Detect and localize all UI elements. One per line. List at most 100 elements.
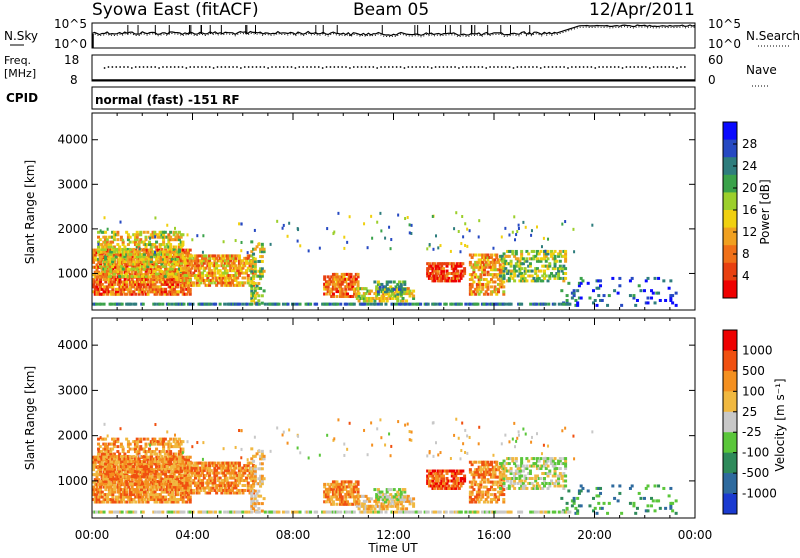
power-cell [219,303,222,306]
power-cell [154,251,156,254]
power-colorbar-swatch [723,140,737,158]
power-cell [393,280,396,283]
velocity-cell [157,472,160,475]
freq-dot [205,66,207,68]
power-cell [659,299,662,302]
freq-dot [178,66,180,68]
power-cell [130,275,133,278]
power-cell [613,289,616,292]
power-cell [241,303,244,306]
freq-dot [649,67,651,69]
power-cell [191,238,193,241]
velocity-cell [261,467,264,470]
power-cell [544,250,546,253]
power-cell [250,303,253,306]
power-colorbar-tick-label: 8 [742,247,750,261]
power-cell [588,297,591,300]
power-cell [469,229,471,232]
freq-dot [298,66,300,68]
power-cell [112,246,114,249]
freq-dot [337,66,339,68]
power-cell [539,250,542,253]
power-cell [412,303,415,306]
freq-dot [209,66,211,68]
freq-dot [478,66,480,68]
power-cell [296,303,299,306]
power-cell [141,275,144,278]
velocity-cell [143,438,146,441]
power-cell [652,292,655,295]
power-cell [110,303,113,306]
power-cell [657,277,660,280]
power-cell [407,216,409,219]
velocity-cell [323,483,326,486]
freq-dot [664,66,666,68]
noise-spikes [93,25,530,48]
power-cell [370,215,372,218]
freq-dot [291,66,293,68]
power-cell [504,303,507,306]
velocity-cell [254,465,257,468]
freq-dot [182,66,184,68]
power-cell [130,303,133,306]
power-cell [440,244,442,247]
velocity-cell [118,482,121,485]
power-colorbar-tick-label: 20 [742,181,757,195]
velocity-cell [341,495,344,498]
power-cell [554,255,557,258]
power-cell [504,227,506,230]
power-cell [478,235,480,238]
power-cell [560,289,563,292]
velocity-cell [350,480,353,483]
power-cell [95,303,98,306]
power-cell [675,304,678,307]
freq-dot [248,66,250,68]
velocity-cell [109,482,112,485]
freq-dot [489,66,491,68]
power-cell [148,270,151,273]
power-cell [326,227,328,230]
freq-dot [415,66,417,68]
power-cell [166,258,169,261]
power-cell [263,248,266,251]
power-cell [547,238,549,241]
freq-dot [244,66,246,68]
power-cell [463,267,466,270]
freq-dot [139,66,141,68]
power-cell [336,303,339,306]
power-ytick-label: 2000 [57,222,88,236]
power-cell [469,261,472,264]
power-cell [508,233,510,236]
power-cell [247,251,249,254]
power-cell [564,220,566,223]
freq-dot [224,66,226,68]
power-cell [608,294,611,297]
power-colorbar-label: Power [dB] [758,179,772,244]
power-cell [315,303,318,306]
power-ylabel: Slant Range [km] [23,160,37,264]
power-cell [412,295,415,298]
freq-dot [279,66,281,68]
power-cell [380,229,382,232]
power-cell [113,270,116,273]
freq-dot [462,66,464,68]
power-cell [543,237,545,240]
power-cell [337,212,339,215]
power-cell [671,294,674,297]
power-cell [299,303,302,306]
power-cell [481,283,484,286]
freq-dot [267,67,269,69]
power-cell [387,293,390,296]
freq-dot [587,66,589,68]
power-cell [636,299,639,302]
freq-dot [127,66,129,68]
velocity-cell [145,480,148,483]
power-cell [620,304,623,307]
power-cell [350,273,353,276]
velocity-cell [99,445,102,448]
power-cell [192,281,195,284]
power-cell [145,272,148,275]
power-cell [632,294,635,297]
power-cell [371,237,373,240]
